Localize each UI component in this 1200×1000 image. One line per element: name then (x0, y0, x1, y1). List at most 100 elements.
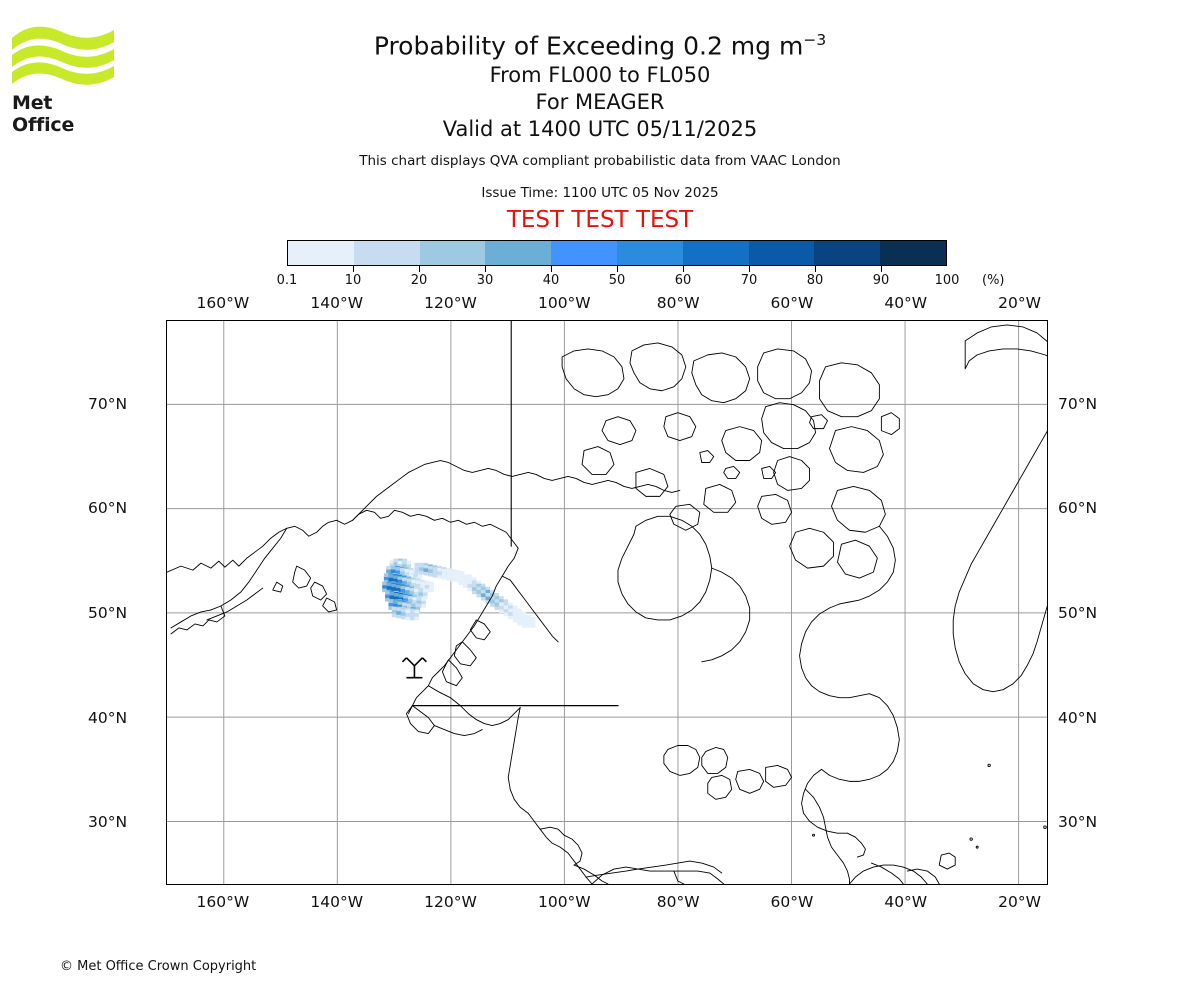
plume-cell (508, 608, 513, 613)
plume-cell (397, 560, 403, 565)
plume-cell (419, 567, 424, 571)
plume-cell (398, 594, 404, 598)
plume-cell (391, 587, 396, 591)
plume-cell (423, 592, 428, 596)
plume-cell (490, 589, 495, 594)
plume-cell (400, 612, 406, 616)
plume-cell (386, 586, 392, 590)
colorbar-tick-label: 10 (344, 273, 362, 288)
colorbar-tick-label: 40 (542, 273, 560, 288)
plume-cell (441, 576, 447, 580)
plume-cell (526, 624, 531, 628)
plume-cell (499, 609, 504, 614)
plume-cell (400, 615, 406, 620)
colorbar-tick (485, 266, 486, 272)
longitude-tick-label: 20°W (998, 294, 1041, 312)
longitude-tick-label: 120°W (424, 893, 477, 911)
plume-cell (393, 562, 399, 566)
flight-level-range: From FL000 to FL050 (489, 63, 711, 88)
plume-cell (405, 613, 410, 617)
plume-cell (382, 585, 387, 589)
plume-cell (420, 581, 425, 586)
plume-cell (441, 569, 447, 573)
longitude-tick-label: 160°W (196, 294, 250, 312)
plume-cell (408, 570, 414, 574)
plume-cell (424, 581, 430, 586)
plume-cell (391, 613, 397, 618)
plume-cell (480, 596, 486, 601)
plume-cell (411, 579, 416, 584)
plume-cell (389, 563, 395, 567)
plume-cell (398, 558, 403, 563)
plume-cell (512, 611, 518, 616)
map-panel[interactable] (166, 320, 1048, 885)
plume-cell (476, 590, 481, 594)
plume-cell (413, 573, 418, 578)
plume-cell (391, 583, 396, 588)
plume-cell (450, 578, 456, 582)
plume-cell (409, 613, 415, 617)
plume-cell (414, 609, 420, 614)
plume-cell (432, 570, 438, 575)
plume-cell (467, 577, 472, 581)
plume-cell (476, 580, 481, 585)
plume-cell (394, 593, 399, 597)
colorbar-tick (617, 266, 618, 272)
longitude-tick-label: 60°W (770, 893, 814, 911)
colorbar-band-0 (288, 241, 354, 265)
plume-cell (490, 599, 495, 604)
plume-cell (530, 616, 536, 621)
plume-cell (408, 573, 414, 578)
plume-cell (397, 576, 403, 580)
plume-cell (406, 603, 412, 607)
plume-cell (399, 571, 405, 576)
longitude-tick-label: 40°W (884, 893, 928, 911)
plume-cell (428, 572, 433, 577)
plume-cell (406, 560, 412, 565)
plume-cell (455, 578, 460, 582)
plume-cell (389, 595, 395, 600)
latitude-tick-label: 60°N (1058, 499, 1098, 518)
colorbar-band-7 (748, 241, 815, 265)
plume-cell (388, 599, 393, 603)
plume-cell (512, 605, 518, 610)
plume-cell (419, 570, 424, 575)
plume-cell (521, 611, 527, 616)
colorbar-band-2 (419, 241, 486, 265)
plume-cell (383, 576, 389, 581)
plume-cell (411, 583, 416, 587)
colorbar-tick (683, 266, 684, 272)
longitude-tick-label: 100°W (537, 893, 591, 911)
volcano-marker (401, 657, 427, 679)
plume-cell (388, 602, 393, 607)
plume-cell (409, 609, 415, 614)
plume-cell (503, 602, 509, 606)
colorbar-band-9 (880, 241, 946, 265)
plume-cell (402, 580, 407, 585)
plume-cell (393, 558, 399, 563)
plume-cell (471, 590, 477, 595)
plume-cell (402, 560, 407, 565)
plume-cell (494, 602, 500, 607)
plume-cell (404, 586, 410, 591)
issue-time: Issue Time: 1100 UTC 05 Nov 2025 (481, 185, 719, 202)
longitude-tick-label: 120°W (424, 294, 477, 312)
plume-cell (458, 577, 463, 582)
plume-cell (499, 599, 504, 603)
plume-cell (406, 578, 412, 582)
plume-cell (395, 588, 401, 592)
plume-cell (437, 571, 442, 576)
plume-cell (400, 585, 405, 590)
plume-cell (390, 569, 396, 573)
plume-cell (404, 569, 409, 573)
plume-cell (462, 584, 468, 589)
longitude-tick-label: 140°W (310, 893, 364, 911)
plume-cell (418, 592, 424, 596)
plume-cell (389, 559, 395, 564)
plume-cell (517, 608, 522, 613)
plume-cell (407, 596, 413, 600)
plume-cell (437, 567, 442, 572)
plume-cell (392, 575, 398, 579)
plume-cell (392, 603, 398, 608)
colorbar-tick-label: 60 (674, 273, 692, 288)
